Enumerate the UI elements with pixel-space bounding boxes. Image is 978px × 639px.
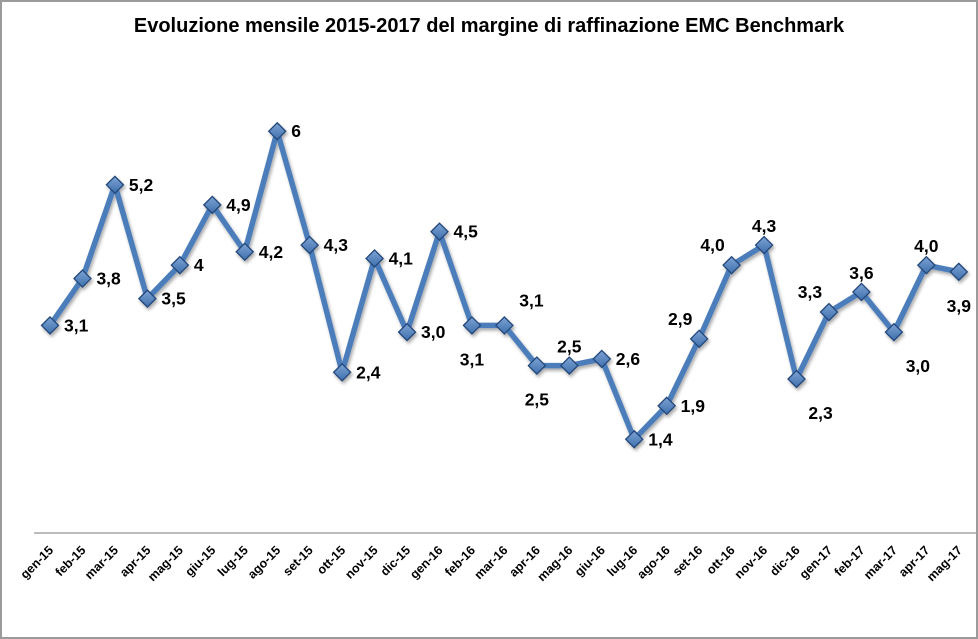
data-point-label: 2,9 xyxy=(668,309,693,329)
data-point-label: 4 xyxy=(194,255,204,275)
series-line xyxy=(47,128,962,443)
data-point-marker xyxy=(137,289,157,309)
data-point-marker xyxy=(430,222,449,242)
data-point-marker xyxy=(105,175,125,195)
data-point-label: 4,0 xyxy=(700,235,725,255)
data-point-label: 3,1 xyxy=(519,290,544,310)
chart-title: Evoluzione mensile 2015-2017 del margine… xyxy=(133,15,845,37)
data-point-label: 3,0 xyxy=(421,322,446,342)
series-group xyxy=(40,121,969,449)
data-point-marker xyxy=(332,362,352,382)
x-tick-label: mag-16 xyxy=(535,543,576,584)
data-point-marker xyxy=(657,396,677,416)
data-point-label: 4,3 xyxy=(324,235,349,255)
x-tick-label: mar-16 xyxy=(472,543,511,582)
data-point-marker xyxy=(73,269,92,288)
data-point-label: 2,6 xyxy=(616,349,641,369)
data-point-marker xyxy=(267,121,287,141)
data-point-label: 5,2 xyxy=(129,175,154,195)
x-tick-label: giu-16 xyxy=(572,543,608,579)
data-point-label: 6 xyxy=(291,121,301,141)
data-point-marker xyxy=(559,356,579,376)
data-point-marker xyxy=(300,235,320,255)
data-point-marker xyxy=(592,349,612,369)
data-point-label: 1,4 xyxy=(648,429,673,449)
data-point-marker xyxy=(170,255,190,275)
data-point-label: 3,1 xyxy=(64,315,89,335)
x-tick-label: mag-17 xyxy=(924,543,965,584)
data-point-label: 2,5 xyxy=(557,337,582,357)
data-point-marker xyxy=(819,302,839,322)
data-point-label: 4,2 xyxy=(259,242,284,262)
data-point-marker xyxy=(949,262,969,282)
data-point-label: 4,1 xyxy=(389,248,414,268)
data-point-label: 3,5 xyxy=(161,289,186,309)
data-point-marker xyxy=(235,242,255,262)
x-tick-label: gen-15 xyxy=(18,543,56,581)
data-point-label: 4,9 xyxy=(226,195,251,215)
data-point-marker xyxy=(787,369,806,389)
x-tick-label: lug-16 xyxy=(604,543,640,579)
data-point-label: 4,3 xyxy=(752,216,777,236)
data-point-marker xyxy=(462,316,482,335)
data-point-marker xyxy=(365,249,384,268)
data-point-marker xyxy=(689,329,709,349)
x-tick-label: ago-15 xyxy=(245,543,283,581)
data-point-label: 3,9 xyxy=(947,296,972,316)
x-tick-label: ago-16 xyxy=(634,543,672,581)
x-tick-label: mar-17 xyxy=(861,543,900,582)
data-point-marker xyxy=(40,316,60,335)
data-point-label: 4,5 xyxy=(453,222,478,242)
x-tick-label: mag-15 xyxy=(145,543,186,584)
x-tick-label: nov-16 xyxy=(732,543,770,581)
data-point-marker xyxy=(202,195,222,215)
data-point-label: 3,8 xyxy=(96,269,121,289)
data-point-marker xyxy=(624,429,644,449)
data-point-marker xyxy=(494,316,514,335)
data-point-label: 2,5 xyxy=(525,390,550,410)
data-point-label: 3,6 xyxy=(849,263,874,283)
data-point-marker xyxy=(852,282,871,302)
x-tick-label: lug-15 xyxy=(215,543,251,579)
data-point-label: 1,9 xyxy=(681,396,706,416)
data-point-label: 2,3 xyxy=(808,403,833,423)
data-point-label: 2,4 xyxy=(356,362,381,382)
x-tick-label: mar-15 xyxy=(82,543,121,582)
data-point-marker xyxy=(527,356,547,376)
data-point-label: 4,0 xyxy=(914,236,939,256)
data-point-marker xyxy=(916,255,936,275)
data-point-label: 3,0 xyxy=(906,356,931,376)
data-point-label: 3,3 xyxy=(798,282,823,302)
data-point-marker xyxy=(754,235,774,255)
x-tick-label: gen-17 xyxy=(797,543,835,581)
x-tick-label: gen-16 xyxy=(407,543,445,581)
data-point-marker xyxy=(397,322,417,342)
data-point-label: 3,1 xyxy=(460,349,485,369)
x-tick-label: giu-15 xyxy=(182,543,218,579)
x-tick-label: set-15 xyxy=(280,543,315,578)
data-point-marker xyxy=(722,255,742,275)
x-tick-label: set-16 xyxy=(670,543,705,578)
data-point-marker xyxy=(884,322,904,342)
x-tick-label: nov-15 xyxy=(342,543,380,581)
